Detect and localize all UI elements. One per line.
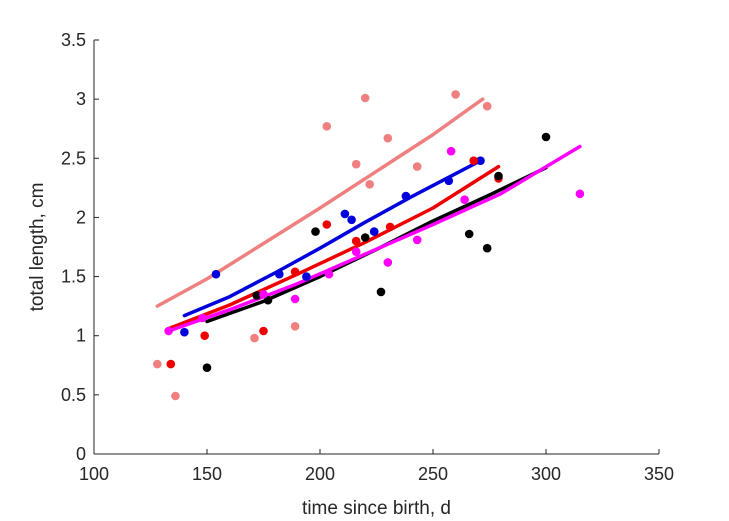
data-point [252,291,261,300]
data-point [290,267,300,277]
data-points [153,90,585,401]
fit-curve [166,144,582,333]
data-point [200,331,209,341]
y-tick-label: 0 [76,444,86,464]
data-point [460,195,469,204]
data-point [340,209,350,219]
data-point [322,122,332,131]
y-tick-label: 1 [76,326,86,346]
data-point [311,227,320,236]
x-tick-label: 150 [192,464,222,484]
data-point [250,333,259,343]
data-point [351,236,361,246]
data-point [259,326,268,336]
y-tick-label: 0.5 [61,385,86,405]
data-point [464,229,474,239]
data-point [263,295,273,305]
data-point [360,233,370,242]
data-point [322,220,332,229]
data-point [275,269,284,279]
x-tick-label: 100 [79,464,109,484]
data-point [383,133,393,143]
data-point [446,146,456,156]
x-axis-title: time since birth, d [302,498,451,519]
data-point [351,247,361,256]
data-point [401,191,411,201]
data-point [324,269,334,279]
data-point [180,327,189,337]
data-point [412,162,422,171]
data-point [365,180,375,189]
data-point [211,269,221,279]
x-tick-label: 300 [531,464,561,484]
y-tick-label: 3.5 [61,30,86,50]
data-point [360,93,370,103]
data-point [469,156,479,165]
data-point [290,322,300,331]
data-point [198,313,207,323]
data-point [302,272,311,281]
fit-curve [182,158,483,318]
x-tick-label: 200 [305,464,335,484]
tick-labels: 100 150 200 250 300 350 0 0.5 1 1.5 2 2.5 3 3.5 [61,30,674,484]
data-point [164,326,173,336]
y-tick-label: 3 [76,89,86,109]
data-point [171,391,180,401]
data-point [383,258,393,267]
data-point [202,363,212,373]
data-point [351,159,361,169]
data-point [575,189,585,199]
data-point [347,215,356,225]
data-point [412,235,422,245]
data-point [385,222,395,232]
fit-curve [155,97,485,308]
y-axis-title: total length, cm [27,183,48,312]
y-tick-label: 2 [76,207,86,227]
data-point [476,156,485,165]
data-point [166,359,176,369]
data-point [259,290,268,299]
data-point [444,176,454,186]
axes [93,39,660,455]
data-point [494,171,503,181]
data-point [541,132,551,142]
data-point [451,90,460,99]
x-tick-label: 250 [418,464,448,484]
data-point [153,359,162,369]
y-tick-label: 1.5 [61,267,86,287]
fit-curves [155,97,582,333]
fit-curve [166,164,501,331]
data-point [290,294,300,304]
y-tick-label: 2.5 [61,148,86,168]
data-point [369,227,379,236]
x-tick-label: 350 [644,464,674,484]
data-point [376,287,386,297]
data-point [482,101,492,111]
data-point [482,243,492,253]
